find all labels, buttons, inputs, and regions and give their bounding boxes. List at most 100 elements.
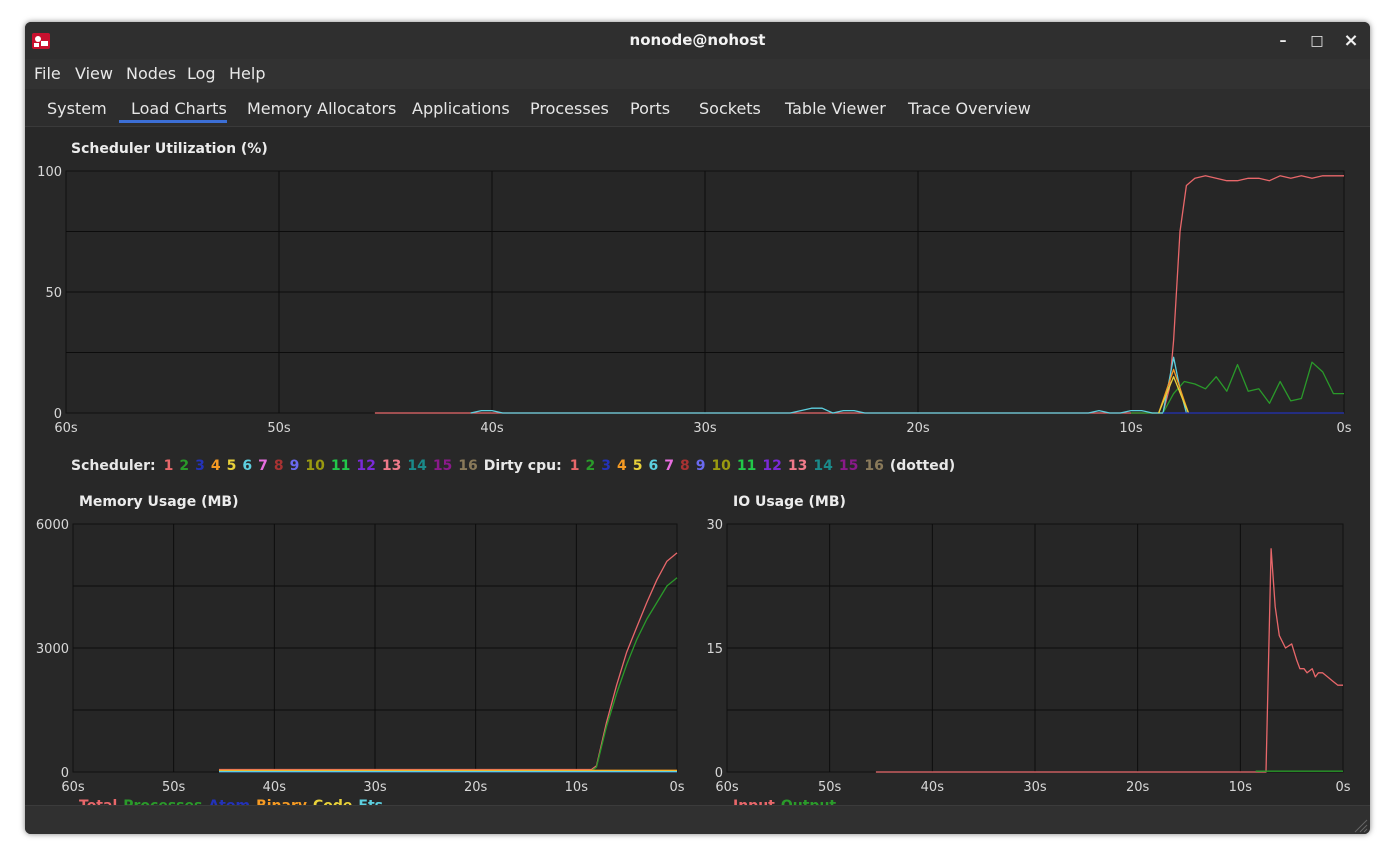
x-tick-label: 10s <box>1229 780 1253 795</box>
resize-grip-icon[interactable] <box>1350 815 1368 833</box>
y-tick-label: 0 <box>715 766 723 781</box>
scheduler-legend-item: 5 <box>226 458 237 474</box>
dirty-cpu-legend-item: 13 <box>787 458 808 474</box>
dirty-cpu-legend-item: 2 <box>585 458 596 474</box>
scheduler-legend-item: 10 <box>305 458 325 474</box>
menu-help[interactable]: Help <box>229 64 266 83</box>
series-line <box>219 577 678 772</box>
x-tick-label: 20s <box>1126 780 1150 795</box>
menu-file[interactable]: File <box>34 64 61 83</box>
series-line <box>875 548 1343 773</box>
scheduler-legend-item: 15 <box>432 458 453 474</box>
series-line <box>470 356 1188 414</box>
tab-memory-allocators[interactable]: Memory Allocators <box>247 99 397 118</box>
x-tick-label: 10s <box>565 780 589 795</box>
io-chart-title: IO Usage (MB) <box>733 494 846 510</box>
scheduler-legend-item: 1 <box>163 458 174 474</box>
memory-usage-chart: 60s 50s 40s 30s 20s 10s 0s 0 3000 6000 <box>36 518 685 795</box>
maximize-button[interactable]: □ <box>1310 33 1324 49</box>
dirty-cpu-legend-item: 9 <box>695 458 706 474</box>
menu-view[interactable]: View <box>75 64 113 83</box>
close-button[interactable]: × <box>1343 30 1359 51</box>
series-line <box>1131 361 1344 414</box>
active-tab-indicator <box>119 120 227 123</box>
y-tick-label: 0 <box>61 766 69 781</box>
x-tick-label: 40s <box>263 780 287 795</box>
scheduler-legend-item: 6 <box>242 458 253 474</box>
scheduler-utilization-chart: 60s 50s 40s 30s 20s 10s 0s 0 50 100 <box>37 165 1352 436</box>
app-logo-icon <box>32 33 50 49</box>
dirty-cpu-legend-item: 12 <box>762 458 782 474</box>
menu-nodes[interactable]: Nodes <box>126 64 177 83</box>
y-tick-label: 100 <box>37 165 62 180</box>
scheduler-legend-item: 2 <box>179 458 190 474</box>
io-usage-chart: 60s 50s 40s 30s 20s 10s 0s 0 15 30 <box>706 518 1350 795</box>
x-tick-label: 40s <box>480 421 504 436</box>
x-tick-label: 0s <box>1335 780 1350 795</box>
tab-bar: System Load Charts Memory Allocators App… <box>25 89 1370 127</box>
y-tick-label: 6000 <box>36 518 69 533</box>
series-line <box>219 552 678 771</box>
dirty-cpu-legend-item: 6 <box>648 458 659 474</box>
x-tick-label: 40s <box>921 780 945 795</box>
tab-table-viewer[interactable]: Table Viewer <box>785 99 886 118</box>
x-tick-label: 50s <box>162 780 186 795</box>
series-line <box>374 175 1344 414</box>
scheduler-legend-item: 13 <box>381 458 402 474</box>
dirty-cpu-legend-item: 16 <box>864 458 884 474</box>
tab-load-charts[interactable]: Load Charts <box>131 99 227 118</box>
x-tick-label: 0s <box>669 780 684 795</box>
dirty-cpu-legend-item: 14 <box>813 458 833 474</box>
tab-trace-overview[interactable]: Trace Overview <box>908 99 1031 118</box>
scheduler-legend-item: 11 <box>330 458 351 474</box>
title-bar[interactable]: nonode@nohost – □ × <box>25 22 1370 59</box>
tab-sockets[interactable]: Sockets <box>699 99 761 118</box>
scheduler-legend-item: 4 <box>210 458 221 474</box>
dirty-cpu-legend-item: 4 <box>616 458 627 474</box>
tab-applications[interactable]: Applications <box>412 99 510 118</box>
scheduler-legend-item: 12 <box>356 458 376 474</box>
tab-processes[interactable]: Processes <box>530 99 609 118</box>
y-tick-label: 30 <box>706 518 723 533</box>
dirty-cpu-legend-item: 11 <box>736 458 757 474</box>
window-title: nonode@nohost <box>629 31 766 49</box>
scheduler-chart-title: Scheduler Utilization (%) <box>71 141 268 157</box>
x-tick-label: 30s <box>363 780 387 795</box>
x-tick-label: 60s <box>54 421 78 436</box>
series-line <box>1158 376 1190 414</box>
status-bar <box>25 805 1370 834</box>
x-tick-label: 50s <box>818 780 842 795</box>
scheduler-legend-item: 9 <box>289 458 300 474</box>
minimize-button[interactable]: – <box>1279 33 1287 49</box>
y-tick-label: 15 <box>706 642 723 657</box>
scheduler-legend-item: 14 <box>407 458 427 474</box>
x-tick-label: 60s <box>715 780 739 795</box>
scheduler-legend-item: 7 <box>258 458 268 474</box>
tab-system[interactable]: System <box>47 99 107 118</box>
dotted-note: (dotted) <box>889 458 956 474</box>
memory-chart-title: Memory Usage (MB) <box>79 494 239 510</box>
y-tick-label: 0 <box>54 407 62 422</box>
x-tick-label: 50s <box>267 421 291 436</box>
dirty-cpu-legend-item: 8 <box>679 458 690 474</box>
scheduler-legend: Scheduler: 1 2 3 4 5 6 7 8 9 10 11 12 13 14 15 16 Dirty c… <box>71 458 961 474</box>
dirty-cpu-legend-item: 3 <box>601 458 611 474</box>
menu-log[interactable]: Log <box>187 64 216 83</box>
y-tick-label: 50 <box>45 286 62 301</box>
dirty-cpu-legend-item: 10 <box>711 458 731 474</box>
scheduler-legend-item: 3 <box>195 458 205 474</box>
y-tick-label: 3000 <box>36 642 69 657</box>
x-tick-label: 0s <box>1336 421 1351 436</box>
x-tick-label: 60s <box>61 780 85 795</box>
tab-ports[interactable]: Ports <box>630 99 671 118</box>
dirty-cpu-legend-item: 1 <box>569 458 580 474</box>
x-tick-label: 30s <box>693 421 717 436</box>
x-tick-label: 30s <box>1023 780 1047 795</box>
dirty-cpu-legend-label: Dirty cpu: <box>483 458 562 474</box>
x-tick-label: 20s <box>906 421 930 436</box>
x-tick-label: 20s <box>464 780 488 795</box>
scheduler-legend-item: 8 <box>273 458 284 474</box>
scheduler-legend-item: 16 <box>458 458 478 474</box>
menu-bar: File View Nodes Log Help <box>25 59 1370 89</box>
dirty-cpu-legend-item: 15 <box>838 458 859 474</box>
